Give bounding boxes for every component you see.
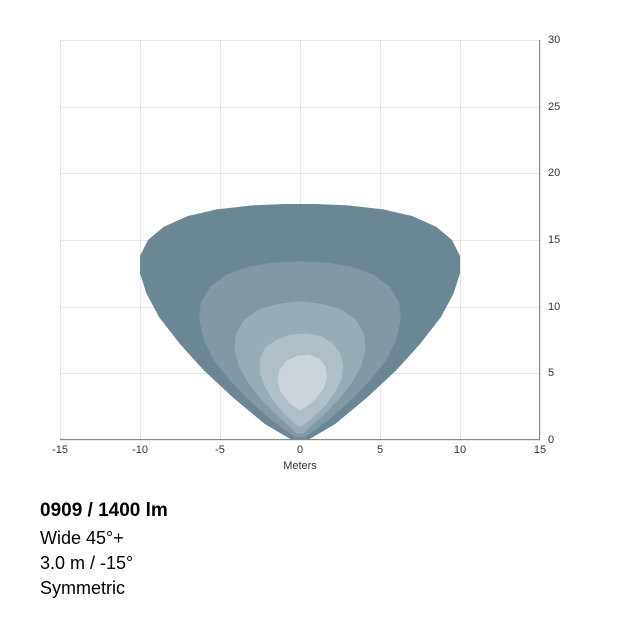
x-tick: 5	[377, 444, 383, 456]
x-tick: -5	[215, 444, 225, 456]
x-tick: 0	[297, 444, 303, 456]
light-distribution-chart: -15-10-5051015 051015202530 Meters	[60, 40, 540, 460]
y-tick: 25	[548, 101, 560, 113]
y-tick: 30	[548, 34, 560, 46]
x-axis-label: Meters	[283, 460, 317, 472]
caption-line-1: Wide 45°+	[40, 528, 168, 549]
caption-line-2: 3.0 m / -15°	[40, 553, 168, 574]
y-tick: 5	[548, 367, 554, 379]
y-tick: 20	[548, 167, 560, 179]
caption-line-3: Symmetric	[40, 578, 168, 599]
x-tick: 15	[534, 444, 546, 456]
y-tick: 15	[548, 234, 560, 246]
x-axis-line	[60, 439, 540, 440]
contour-layers	[60, 40, 540, 440]
plot-area	[60, 40, 540, 440]
chart-caption: 0909 / 1400 lm Wide 45°+ 3.0 m / -15° Sy…	[40, 500, 168, 603]
caption-title: 0909 / 1400 lm	[40, 500, 168, 522]
y-axis-line	[539, 40, 540, 440]
x-tick: -10	[132, 444, 148, 456]
y-tick: 10	[548, 301, 560, 313]
x-tick: 10	[454, 444, 466, 456]
y-tick: 0	[548, 434, 554, 446]
x-tick: -15	[52, 444, 68, 456]
